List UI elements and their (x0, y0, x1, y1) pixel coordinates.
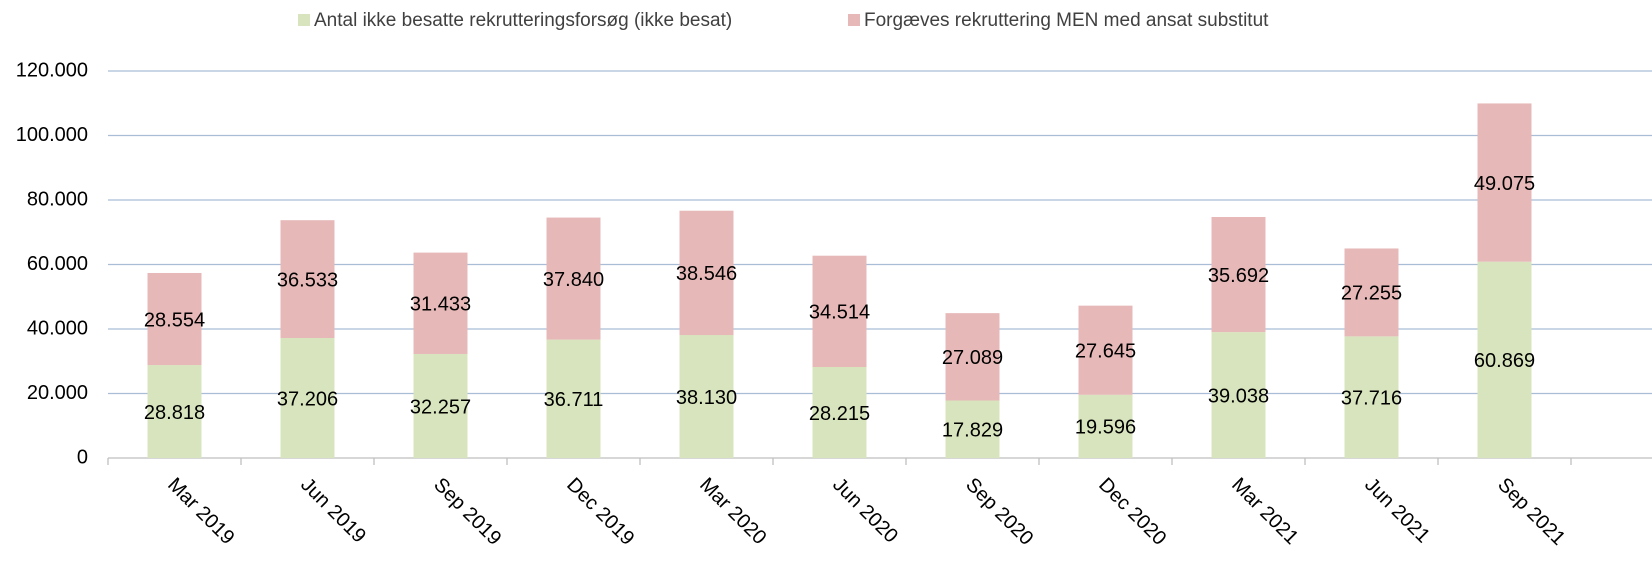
data-label: 27.645 (1075, 341, 1136, 363)
data-label: 37.840 (543, 269, 604, 291)
data-label: 37.206 (277, 388, 338, 410)
x-tick-label: Jun 2020 (828, 474, 902, 548)
data-label: 17.829 (942, 420, 1003, 442)
data-label: 34.514 (809, 302, 870, 324)
bar-segment (1078, 394, 1133, 458)
x-tick-label: Sep 2020 (961, 474, 1037, 550)
x-tick-label: Sep 2019 (429, 474, 505, 550)
bar-segment (812, 367, 867, 458)
bar-segment (679, 210, 734, 336)
bar-segment (945, 400, 1000, 458)
bar-segment (546, 339, 601, 458)
y-tick-label: 0 (77, 446, 88, 468)
bar-segment (413, 252, 468, 354)
data-label: 60.869 (1474, 350, 1535, 372)
data-label: 19.596 (1075, 417, 1136, 439)
x-tick-label: Mar 2020 (695, 474, 770, 549)
data-label: 27.089 (942, 347, 1003, 369)
data-label: 36.533 (277, 269, 338, 291)
bar-segment (280, 338, 335, 458)
bar-segment (812, 255, 867, 368)
bar-segment (1477, 103, 1532, 262)
y-tick-label: 20.000 (27, 382, 88, 404)
x-tick-label: Sep 2021 (1493, 474, 1569, 550)
x-tick-label: Dec 2020 (1094, 474, 1170, 550)
data-label: 28.554 (144, 309, 205, 331)
legend-swatch (848, 14, 860, 26)
legend-label: Forgæves rekruttering MEN med ansat subs… (864, 10, 1269, 31)
x-tick-label: Mar 2021 (1227, 474, 1302, 549)
data-label: 27.255 (1341, 283, 1402, 305)
x-tick-label: Jun 2021 (1360, 474, 1434, 548)
x-tick-label: Dec 2019 (562, 474, 638, 550)
bar-segment (147, 272, 202, 366)
bar-segment (546, 217, 601, 340)
bar-segment (1211, 216, 1266, 333)
x-tick-label: Mar 2019 (163, 474, 238, 549)
bar-segment (1344, 336, 1399, 458)
bar-segment (1477, 261, 1532, 458)
bar-segment (945, 313, 1000, 401)
bar-segment (147, 365, 202, 458)
data-label: 28.215 (809, 403, 870, 425)
data-label: 28.818 (144, 402, 205, 424)
data-label: 36.711 (544, 389, 604, 411)
y-tick-label: 100.000 (16, 124, 88, 146)
data-label: 39.038 (1208, 385, 1269, 407)
y-tick-label: 40.000 (27, 317, 88, 339)
bar-segment (1078, 305, 1133, 395)
y-tick-label: 80.000 (27, 188, 88, 210)
bar-segment (679, 335, 734, 458)
bar-segment (1344, 248, 1399, 337)
legend-label: Antal ikke besatte rekrutteringsforsøg (… (314, 10, 732, 31)
bar-segment (280, 220, 335, 339)
data-label: 37.716 (1341, 387, 1402, 409)
bar-segment (1211, 332, 1266, 458)
data-label: 32.257 (410, 396, 471, 418)
data-label: 38.130 (676, 387, 737, 409)
data-label: 31.433 (410, 294, 471, 316)
data-label: 35.692 (1208, 265, 1269, 287)
x-tick-label: Jun 2019 (296, 474, 370, 548)
legend: Antal ikke besatte rekrutteringsforsøg (… (298, 10, 1269, 31)
y-tick-label: 60.000 (27, 253, 88, 275)
y-tick-label: 120.000 (16, 59, 88, 81)
data-label: 49.075 (1474, 173, 1535, 195)
bar-segment (413, 353, 468, 458)
legend-swatch (298, 14, 310, 26)
data-label: 38.546 (676, 263, 737, 285)
